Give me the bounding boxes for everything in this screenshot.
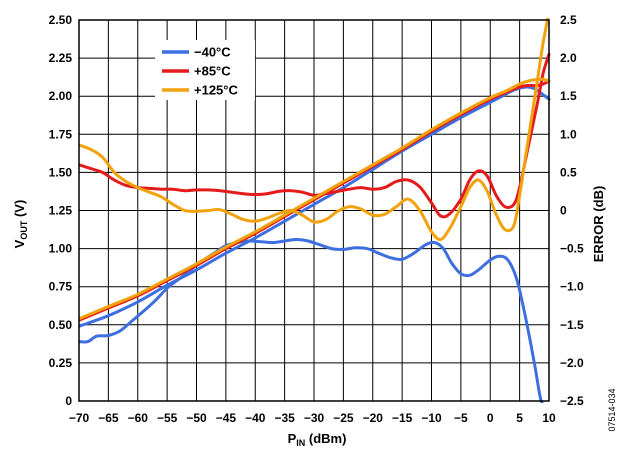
x-tick-label: −45 [216, 411, 237, 425]
y-right-tick-label: 0.5 [560, 165, 577, 179]
legend-label: −40°C [194, 45, 231, 60]
x-tick-label: −65 [98, 411, 119, 425]
y-left-tick-label: 2.50 [49, 13, 73, 27]
x-tick-label: −30 [304, 411, 325, 425]
y-left-axis-label: VOUT (V) [12, 200, 29, 249]
grid [78, 19, 550, 402]
y-right-tick-label: −2.5 [560, 394, 584, 408]
x-tick-label: −20 [363, 411, 384, 425]
error-line-125c [79, 18, 550, 241]
x-tick-label: 0 [487, 411, 494, 425]
y-right-tick-labels: −2.5 −2.0 −1.5 −1.0 −0.5 0 0.5 1.0 1.5 2.0 2.5 [560, 13, 584, 408]
x-tick-label: −10 [421, 411, 442, 425]
legend: −40°C +85°C +125°C [155, 40, 255, 100]
x-tick-label: −40 [245, 411, 266, 425]
legend-label: +125°C [194, 83, 238, 98]
y-left-tick-label: 1.00 [49, 242, 73, 256]
y-left-tick-label: 1.25 [49, 204, 73, 218]
x-tick-label: −35 [274, 411, 295, 425]
y-right-tick-label: 2.0 [560, 51, 577, 65]
error-line-85c [79, 52, 551, 219]
figure-id: 07514-034 [607, 388, 617, 431]
x-tick-label: −25 [333, 411, 354, 425]
y-right-tick-label: −1.0 [560, 280, 584, 294]
y-right-tick-label: −1.5 [560, 318, 584, 332]
x-tick-label: −5 [454, 411, 468, 425]
x-tick-label: −60 [128, 411, 149, 425]
series-layer [79, 18, 551, 403]
x-tick-labels: −70 −65 −60 −55 −50 −45 −40 −35 −30 −25 −20 −15 −10−… [69, 411, 556, 425]
y-left-tick-label: 1.75 [49, 127, 73, 141]
y-left-tick-label: 1.50 [49, 165, 73, 179]
x-tick-label: 5 [516, 411, 523, 425]
y-right-tick-label: −0.5 [560, 242, 584, 256]
y-left-tick-label: 2.00 [49, 89, 73, 103]
x-tick-label: −70 [69, 411, 90, 425]
vout-line-125c [79, 77, 551, 321]
error-line-40c [79, 238, 544, 403]
x-tick-label: −15 [392, 411, 413, 425]
y-right-tick-label: 1.5 [560, 89, 577, 103]
y-left-tick-label: 0.75 [49, 280, 73, 294]
plot-frame [78, 19, 550, 402]
x-tick-label: −55 [157, 411, 178, 425]
y-left-tick-label: 0.50 [49, 318, 73, 332]
y-left-tick-labels: 0 0.25 0.50 0.75 1.00 1.25 1.50 1.75 2.00 2.25 2.5… [49, 13, 73, 408]
y-left-tick-label: 2.25 [49, 51, 73, 65]
y-left-tick-label: 0.25 [49, 356, 73, 370]
legend-label: +85°C [194, 64, 231, 79]
y-right-axis-label: ERROR (dB) [591, 186, 606, 263]
x-tick-label: −50 [186, 411, 207, 425]
x-tick-label: 10 [542, 411, 556, 425]
y-right-tick-label: 0 [560, 204, 567, 218]
y-right-tick-label: 2.5 [560, 13, 577, 27]
y-right-tick-label: 1.0 [560, 127, 577, 141]
y-right-tick-label: −2.0 [560, 356, 584, 370]
x-axis-label: PIN (dBm) [288, 431, 347, 448]
y-left-tick-label: 0 [65, 394, 72, 408]
